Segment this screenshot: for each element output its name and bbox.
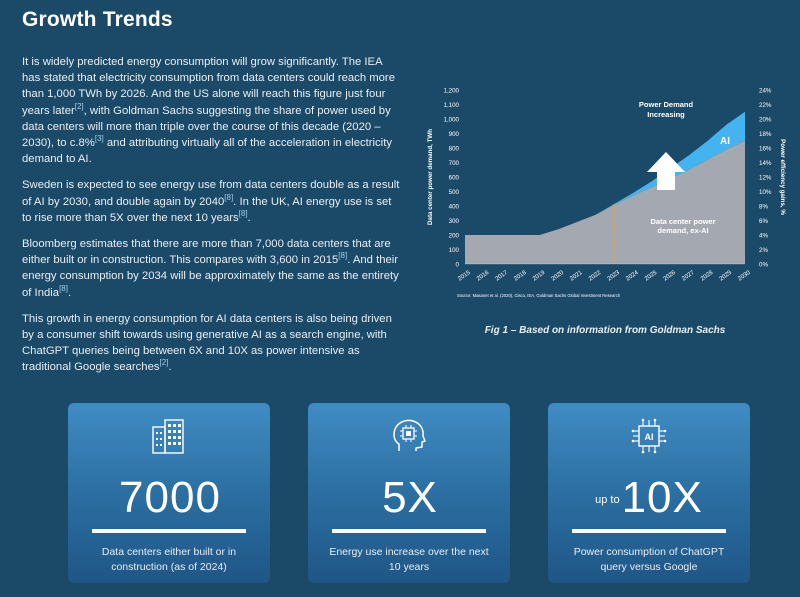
stat-description: Energy use increase over the next 10 yea… xyxy=(329,546,489,573)
power-demand-chart: 0 100 200 300 400 500 600 700 800 900 1,000 1,100 1,… xyxy=(420,82,790,304)
y2-tick-label: 2% xyxy=(759,247,768,254)
y2-tick-label: 22% xyxy=(759,102,772,109)
y-tick-label: 800 xyxy=(449,146,460,153)
p1-text-a: It is widely predicted energy consumptio… xyxy=(22,56,395,117)
exai-series-label: Data center power xyxy=(650,217,715,226)
chart-source: Source: Masanet et al. (2020), Cisco, IE… xyxy=(457,293,621,298)
stat-card-chatgpt: AI up to10X Power consumption of ChatGPT… xyxy=(548,403,750,583)
p4-text-a: This growth in energy consumption for AI… xyxy=(22,312,392,374)
ai-head-icon xyxy=(308,417,510,455)
citation-link[interactable]: [8] xyxy=(238,209,248,219)
paragraph-2: Sweden is expected to see energy use fro… xyxy=(22,177,402,226)
buildings-icon xyxy=(68,417,270,455)
x-tick-label: 2026 xyxy=(663,270,678,283)
y2-tick-label: 12% xyxy=(759,175,772,182)
p3-text-a: Bloomberg estimates that there are more … xyxy=(22,238,391,267)
y-tick-label: 300 xyxy=(449,218,460,225)
divider-bar xyxy=(572,529,726,533)
y-tick-label: 600 xyxy=(449,175,460,182)
up-arrow-icon xyxy=(647,152,685,190)
citation-link[interactable]: [2] xyxy=(74,101,84,111)
x-tick-label: 2017 xyxy=(495,270,510,283)
p3-text-b: . And their energy consumption by 2034 w… xyxy=(22,254,399,299)
p3-text-c: . xyxy=(67,286,72,299)
stat-card-data-centers: 7000 Data centers either built or in con… xyxy=(68,403,270,583)
stat-prefix: up to xyxy=(595,494,620,507)
y-axis-title: Data center power demand, TWh xyxy=(427,129,434,225)
y2-tick-label: 18% xyxy=(759,131,772,138)
y-tick-label: 1,200 xyxy=(444,88,460,95)
article-body: It is widely predicted energy consumptio… xyxy=(22,54,402,386)
figure-caption: Fig 1 – Based on information from Goldma… xyxy=(484,325,726,336)
citation-link[interactable]: [2] xyxy=(159,358,169,368)
p1-text-c: and attributing virtually all of the acc… xyxy=(22,137,392,166)
x-tick-label: 2030 xyxy=(737,270,752,283)
p2-text-a: Sweden is expected to see energy use fro… xyxy=(22,179,400,208)
exai-area xyxy=(465,140,745,264)
y2-tick-label: 16% xyxy=(759,146,772,153)
y-tick-label: 1,100 xyxy=(444,102,460,109)
citation-link[interactable]: [3] xyxy=(94,134,104,144)
x-tick-label: 2021 xyxy=(569,270,584,283)
divider-bar xyxy=(332,529,486,533)
y-tick-label: 500 xyxy=(449,189,460,196)
y-tick-label: 900 xyxy=(449,131,460,138)
paragraph-3: Bloomberg estimates that there are more … xyxy=(22,236,402,301)
x-tick-label: 2019 xyxy=(532,270,547,283)
ai-chip-icon: AI xyxy=(548,417,750,455)
stat-value: 5X xyxy=(308,473,510,523)
p2-text-c: . xyxy=(247,211,251,224)
y2-tick-label: 4% xyxy=(759,233,768,240)
stat-description: Power consumption of ChatGPT query versu… xyxy=(573,546,725,573)
x-tick-label: 2025 xyxy=(644,270,659,283)
p2-text-b: . In the UK, AI energy use is set to ris… xyxy=(22,195,392,224)
y2-tick-label: 20% xyxy=(759,117,772,124)
svg-text:AI: AI xyxy=(645,432,654,442)
x-tick-label: 2020 xyxy=(551,270,566,283)
divider-bar xyxy=(92,529,246,533)
page-title: Growth Trends xyxy=(22,8,173,31)
stat-number: 10X xyxy=(621,473,703,522)
stat-value: up to10X xyxy=(548,473,750,523)
stat-number: 5X xyxy=(382,473,438,522)
y2-tick-label: 14% xyxy=(759,160,772,167)
y2-tick-label: 8% xyxy=(759,204,768,211)
demand-annotation: Increasing xyxy=(647,110,685,119)
stat-value: 7000 xyxy=(68,473,270,523)
x-tick-label: 2028 xyxy=(700,270,715,283)
y-tick-label: 0 xyxy=(456,262,460,269)
chart-svg: 0 100 200 300 400 500 600 700 800 900 1,000 1,100 1,… xyxy=(427,88,786,299)
stat-description: Data centers either built or in construc… xyxy=(101,546,237,573)
paragraph-1: It is widely predicted energy consumptio… xyxy=(22,54,402,167)
y-tick-label: 1,000 xyxy=(444,117,460,124)
stat-number: 7000 xyxy=(119,473,221,522)
y2-tick-label: 0% xyxy=(759,262,768,269)
p4-text-b: . xyxy=(168,361,172,374)
citation-link[interactable]: [8] xyxy=(338,251,348,261)
y-tick-label: 700 xyxy=(449,160,460,167)
citation-link[interactable]: [8] xyxy=(59,283,68,293)
ai-series-label: AI xyxy=(720,136,730,147)
y2-tick-label: 6% xyxy=(759,218,768,225)
exai-series-label: demand, ex-AI xyxy=(657,226,708,235)
x-tick-label: 2027 xyxy=(681,270,696,283)
p1-text-b: , with Goldman Sachs suggesting the shar… xyxy=(22,104,391,150)
y2-tick-label: 24% xyxy=(759,88,772,95)
y-tick-label: 400 xyxy=(449,204,460,211)
x-tick-label: 2015 xyxy=(457,270,472,283)
x-tick-label: 2018 xyxy=(513,270,528,283)
y-tick-label: 100 xyxy=(449,247,460,254)
y2-tick-label: 10% xyxy=(759,189,772,196)
stat-card-energy-use: 5X Energy use increase over the next 10 … xyxy=(308,403,510,583)
paragraph-4: This growth in energy consumption for AI… xyxy=(22,311,402,376)
x-tick-label: 2022 xyxy=(588,270,603,283)
x-tick-label: 2023 xyxy=(607,270,622,283)
x-tick-label: 2016 xyxy=(476,270,491,283)
y-tick-label: 200 xyxy=(449,233,460,240)
demand-annotation: Power Demand xyxy=(639,100,694,109)
x-tick-label: 2024 xyxy=(625,270,640,283)
citation-link[interactable]: [8] xyxy=(224,192,234,202)
y2-axis-title: Power efficiency gains, % xyxy=(779,139,786,215)
x-tick-label: 2029 xyxy=(719,270,734,283)
